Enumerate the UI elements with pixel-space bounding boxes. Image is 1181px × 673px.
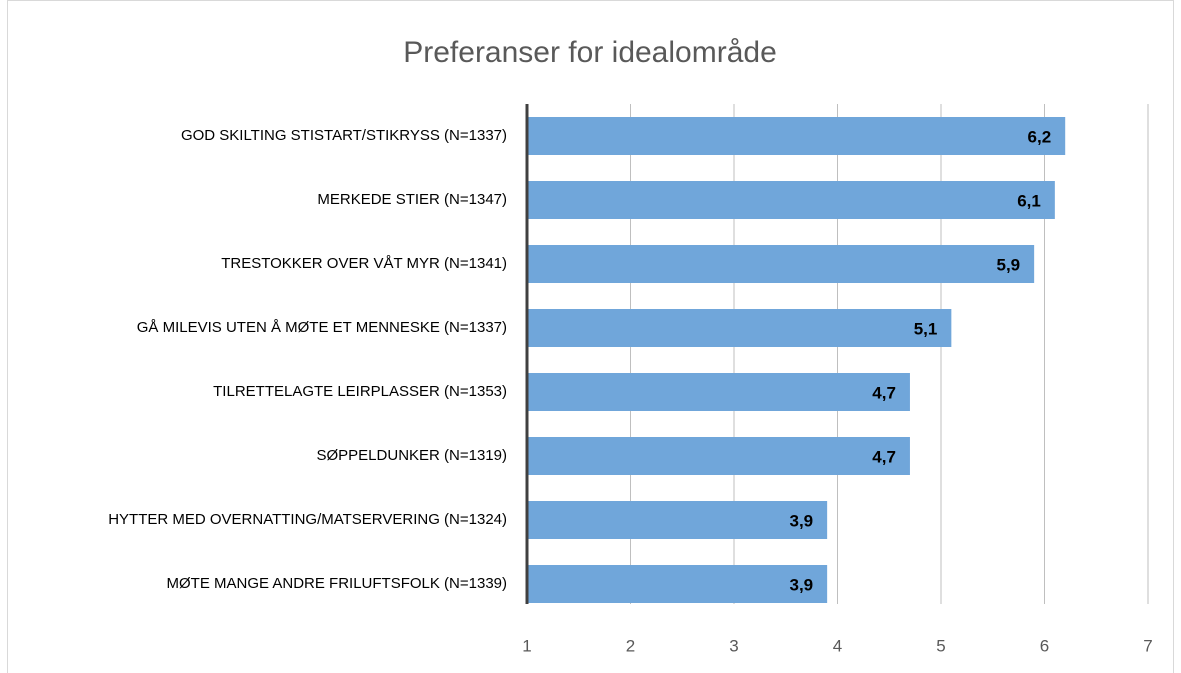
value-label: 4,7 <box>872 383 896 402</box>
bar <box>527 373 910 411</box>
value-label: 4,7 <box>872 447 896 466</box>
x-tick-label: 1 <box>522 636 531 655</box>
bar <box>527 181 1055 219</box>
value-label: 6,1 <box>1017 191 1041 210</box>
y-tick-label: TILRETTELAGTE LEIRPLASSER (N=1353) <box>213 383 507 400</box>
x-tick-label: 3 <box>729 636 738 655</box>
bar <box>527 501 828 539</box>
value-label: 3,9 <box>790 511 814 530</box>
bar <box>527 245 1035 283</box>
bar <box>527 437 910 475</box>
value-label: 3,9 <box>790 575 814 594</box>
bar <box>527 117 1066 155</box>
x-tick-label: 4 <box>833 636 842 655</box>
y-tick-label: SØPPELDUNKER (N=1319) <box>317 447 508 464</box>
y-tick-label: GOD SKILTING STISTART/STIKRYSS (N=1337) <box>181 127 507 144</box>
x-tick-label: 6 <box>1040 636 1049 655</box>
x-tick-label: 7 <box>1143 636 1152 655</box>
y-tick-label: GÅ MILEVIS UTEN Å MØTE ET MENNESKE (N=13… <box>137 319 507 336</box>
value-label: 5,1 <box>914 319 938 338</box>
bar <box>527 309 952 347</box>
value-label: 6,2 <box>1028 127 1052 146</box>
y-tick-label: TRESTOKKER OVER VÅT MYR (N=1341) <box>221 255 507 272</box>
y-tick-label: MØTE MANGE ANDRE FRILUFTSFOLK (N=1339) <box>167 575 507 592</box>
x-tick-label: 2 <box>626 636 635 655</box>
value-label: 5,9 <box>997 255 1021 274</box>
bar <box>527 565 828 603</box>
chart-title: Preferanser for idealområde <box>403 36 777 69</box>
y-tick-label: MERKEDE STIER (N=1347) <box>317 191 507 208</box>
x-tick-label: 5 <box>936 636 945 655</box>
y-tick-label: HYTTER MED OVERNATTING/MATSERVERING (N=1… <box>108 511 507 528</box>
